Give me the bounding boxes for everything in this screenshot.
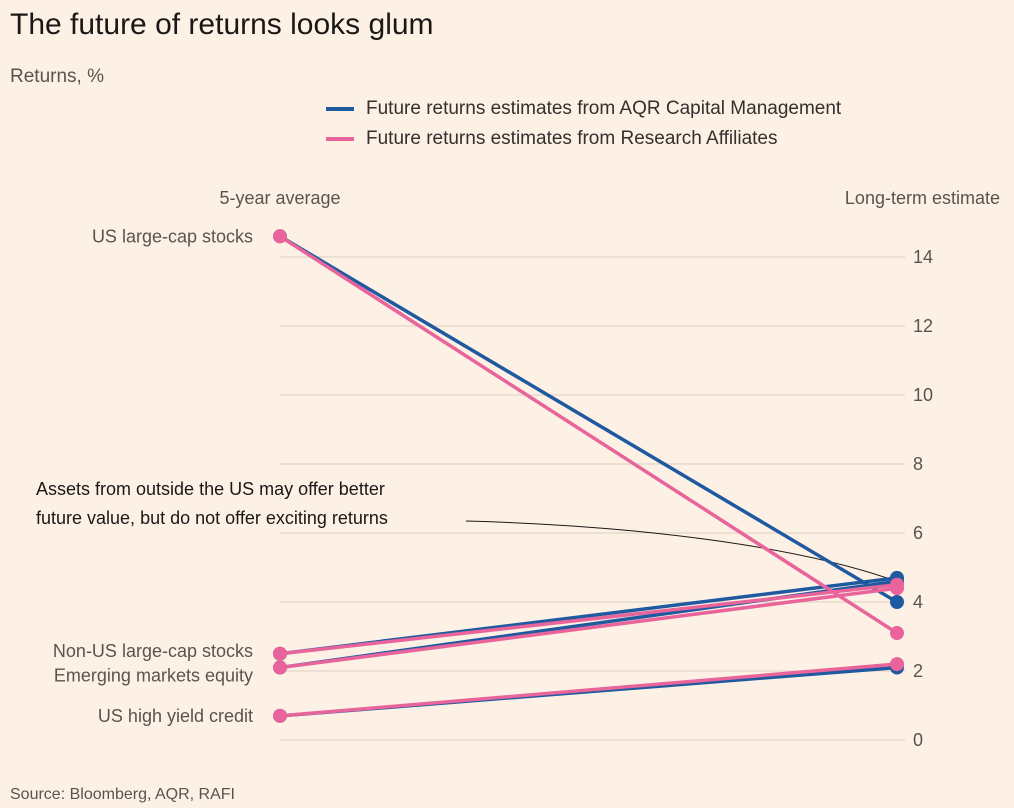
series-line-research-affiliates-emerging-markets (278, 586, 899, 670)
start-point-research-affiliates-us-high-yield (273, 708, 287, 723)
y-tick-label-0: 0 (913, 730, 923, 750)
series-line-research-affiliates-us-high-yield (278, 662, 899, 718)
legend-item-aqr: Future returns estimates from AQR Capita… (326, 94, 841, 124)
y-tick-label-14: 14 (913, 247, 933, 267)
category-label-non-us-large-cap: Non-US large-cap stocks (53, 641, 253, 661)
category-label-emerging-markets: Emerging markets equity (54, 666, 253, 686)
series-line-research-affiliates-non-us-large-cap (278, 583, 899, 656)
x-label-start: 5-year average (219, 188, 340, 208)
y-tick-label-2: 2 (913, 661, 923, 681)
legend-swatch-research-affiliates (326, 137, 354, 141)
start-point-research-affiliates-non-us-large-cap (273, 646, 287, 661)
y-tick-label-6: 6 (913, 523, 923, 543)
end-point-aqr-us-large-cap (890, 595, 904, 609)
legend-item-research-affiliates: Future returns estimates from Research A… (326, 124, 841, 154)
y-tick-label-10: 10 (913, 385, 933, 405)
category-label-us-high-yield: US high yield credit (98, 706, 253, 726)
start-point-research-affiliates-emerging-markets (273, 660, 287, 675)
chart-subtitle: Returns, % (10, 66, 104, 87)
y-tick-label-12: 12 (913, 316, 933, 336)
end-point-research-affiliates-us-high-yield (890, 657, 904, 672)
legend-swatch-aqr (326, 107, 354, 111)
annotation-line-2: future value, but do not offer exciting … (36, 508, 388, 528)
series-line-research-affiliates-us-large-cap (278, 234, 899, 635)
x-label-end: Long-term estimate (845, 188, 1000, 208)
end-point-research-affiliates-us-large-cap (890, 626, 904, 641)
legend-label-research-affiliates: Future returns estimates from Research A… (366, 128, 778, 149)
legend-label-aqr: Future returns estimates from AQR Capita… (366, 98, 842, 119)
series-line-aqr-us-large-cap (278, 234, 899, 604)
end-point-research-affiliates-emerging-markets (890, 581, 904, 596)
start-point-research-affiliates-us-large-cap (273, 229, 287, 244)
legend: Future returns estimates from AQR Capita… (326, 94, 841, 154)
chart-title: The future of returns looks glum (10, 8, 434, 41)
y-tick-label-8: 8 (913, 454, 923, 474)
source-note: Source: Bloomberg, AQR, RAFI (10, 786, 235, 803)
annotation-line-1: Assets from outside the US may offer bet… (36, 479, 385, 499)
annotation-leader-line (465, 520, 891, 580)
category-label-us-large-cap: US large-cap stocks (92, 226, 253, 246)
y-tick-label-4: 4 (913, 592, 923, 612)
